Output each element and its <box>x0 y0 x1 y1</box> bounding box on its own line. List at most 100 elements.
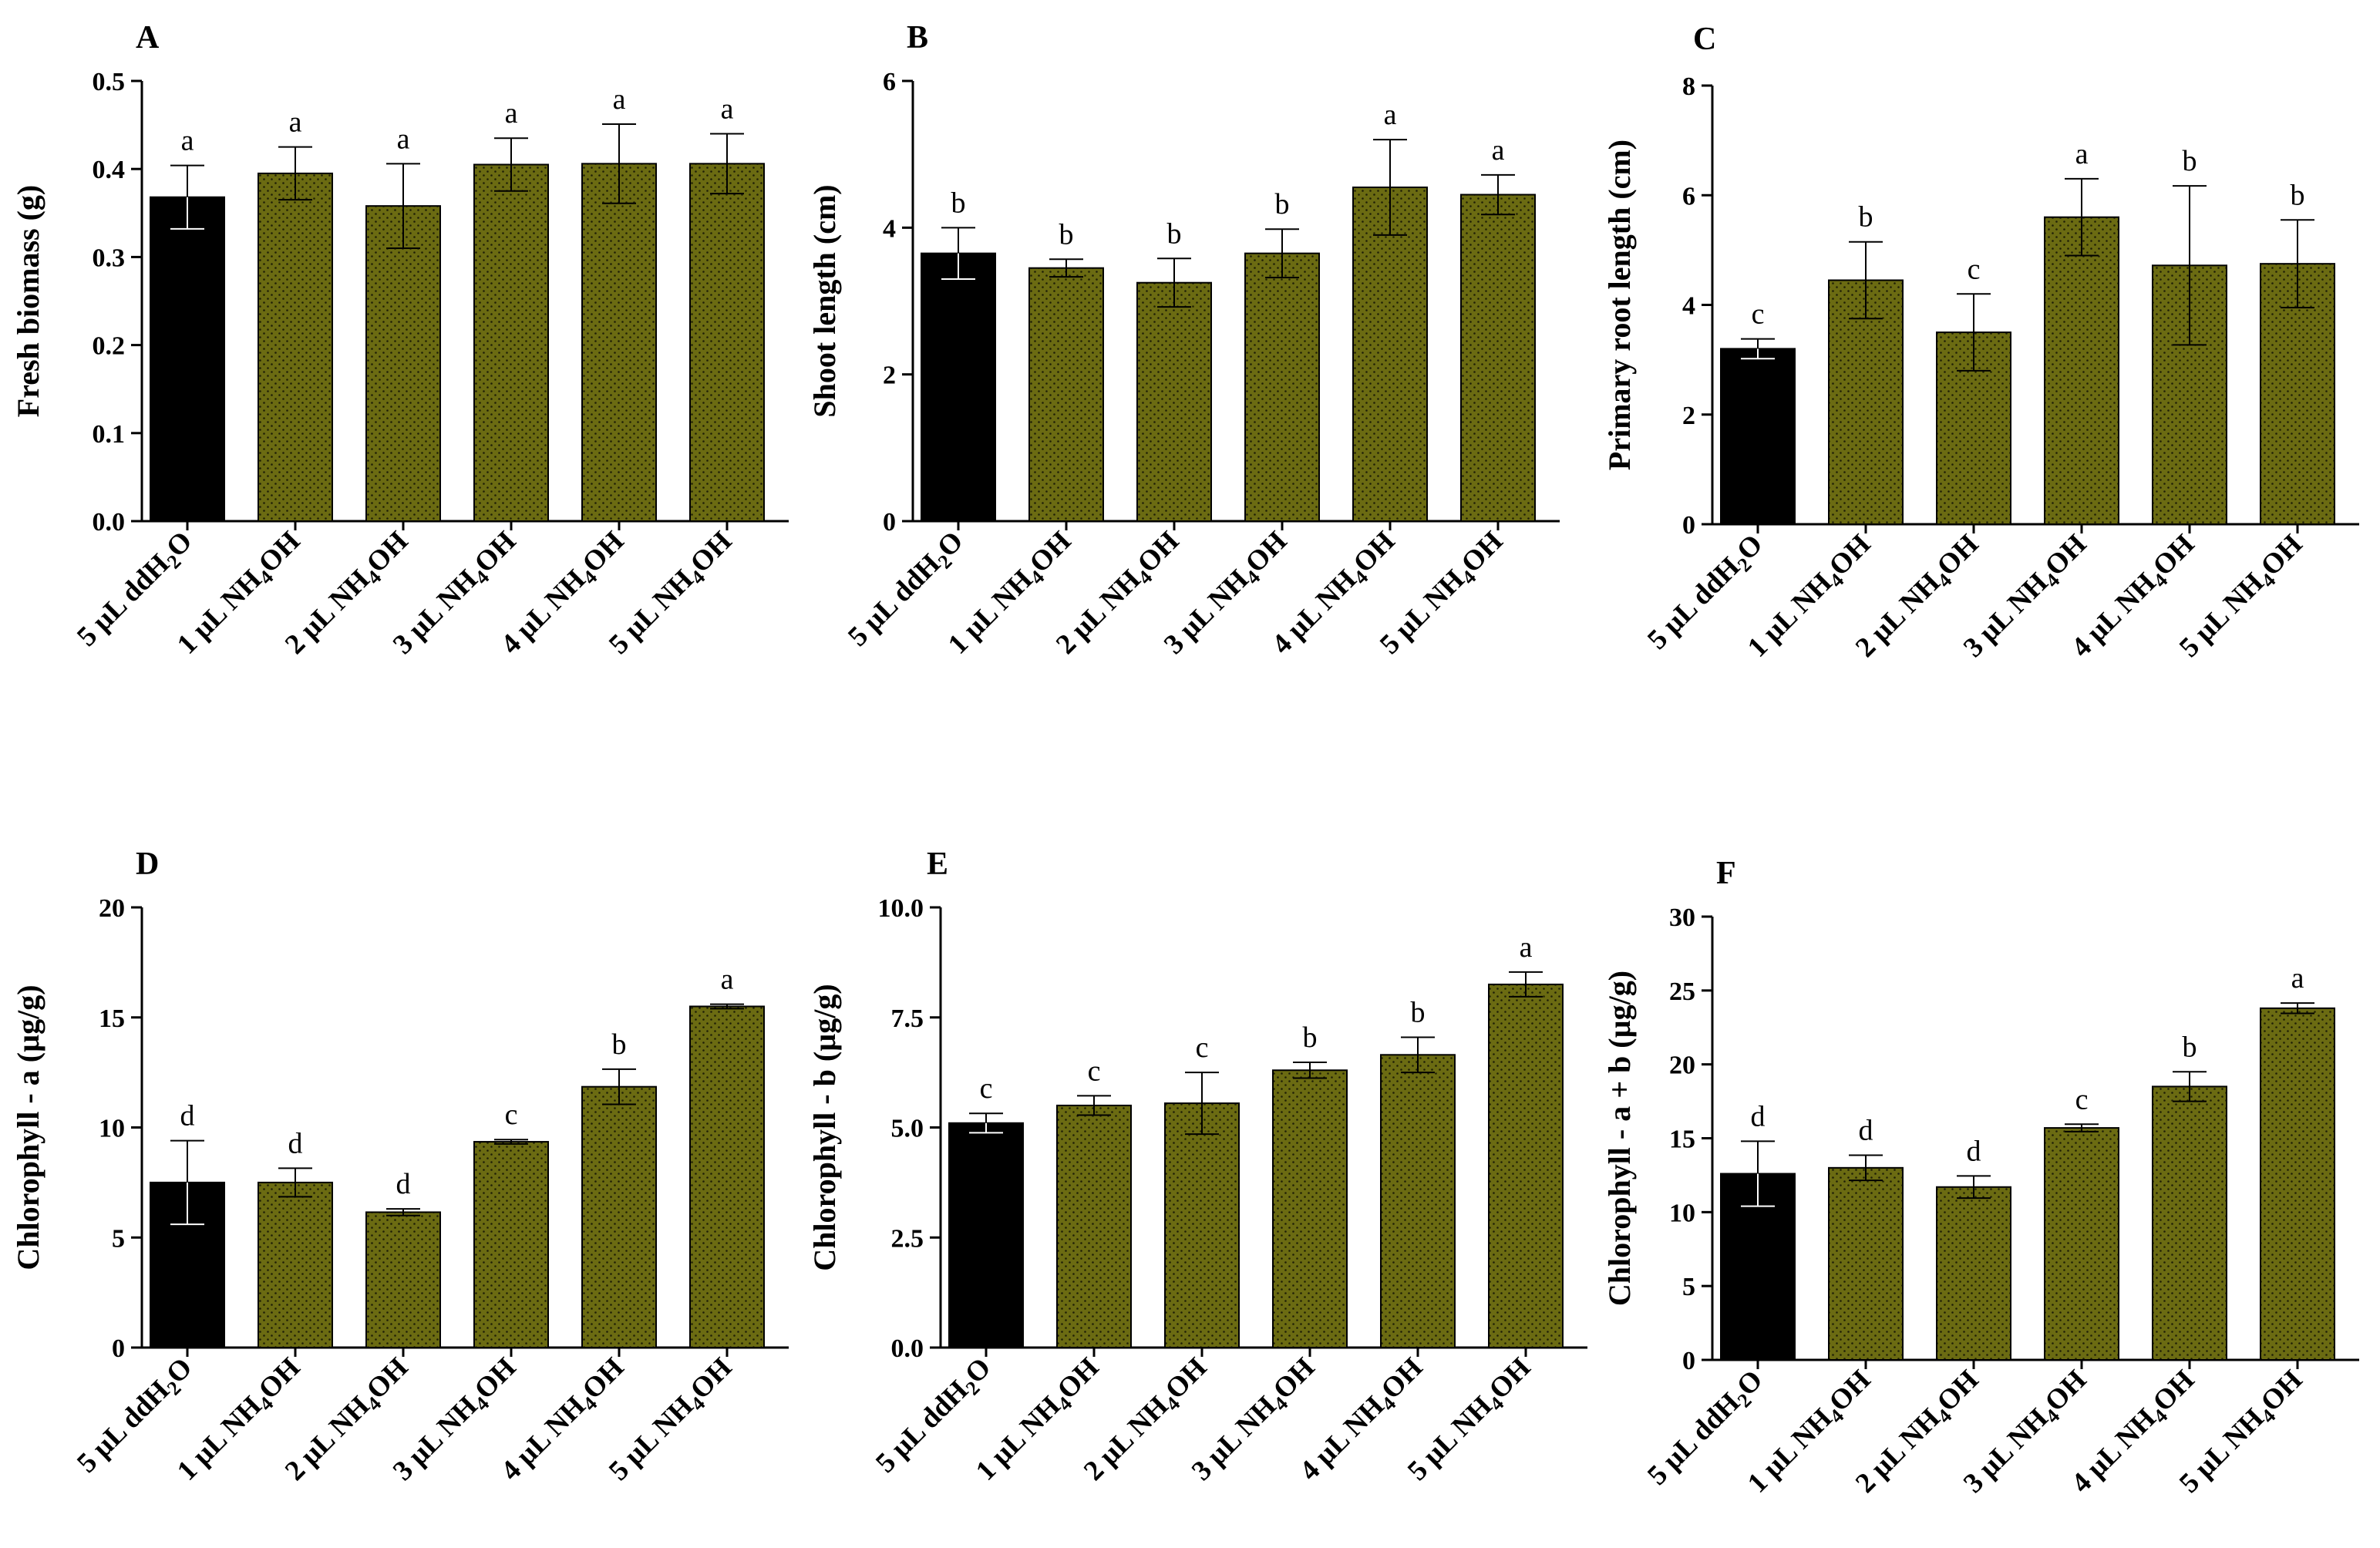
significance-letter: c <box>1968 253 1981 285</box>
y-tick-label: 6 <box>883 68 896 96</box>
y-tick-label: 0.1 <box>93 420 126 449</box>
y-tick-label: 15 <box>99 1005 125 1033</box>
y-axis-label: Chlorophyll - a + b (µg/g) <box>1602 971 1637 1306</box>
y-axis-label: Fresh biomass (g) <box>11 185 45 417</box>
y-axis-label: Shoot length (cm) <box>807 184 842 417</box>
significance-letter: c <box>980 1072 993 1105</box>
significance-letter: d <box>1751 1100 1766 1132</box>
bar <box>258 1181 333 1348</box>
significance-letter: b <box>2183 145 2197 177</box>
significance-letter: c <box>2075 1083 2089 1116</box>
bar <box>2044 1127 2119 1361</box>
bar <box>2044 216 2119 525</box>
y-tick-label: 8 <box>1682 72 1695 101</box>
panel-letter: E <box>927 846 948 882</box>
significance-letter: b <box>1303 1021 1318 1054</box>
bar <box>689 1005 765 1348</box>
significance-letter: a <box>505 97 518 130</box>
y-tick-label: 0 <box>883 508 896 537</box>
significance-letter: d <box>396 1168 411 1200</box>
y-tick-label: 0.3 <box>93 244 126 272</box>
significance-letter: d <box>288 1127 303 1159</box>
y-tick-label: 15 <box>1669 1126 1695 1154</box>
y-tick-label: 10 <box>99 1115 125 1143</box>
panel-letter: A <box>136 20 160 56</box>
y-tick-label: 4 <box>883 214 896 243</box>
y-tick-label: 4 <box>1682 292 1695 321</box>
bar <box>689 163 765 523</box>
bar <box>258 172 333 522</box>
y-tick-label: 0 <box>112 1334 125 1363</box>
y-tick-label: 25 <box>1669 978 1695 1006</box>
bar <box>1828 1166 1904 1361</box>
significance-letter: d <box>1859 1115 1873 1147</box>
significance-letter: a <box>181 125 194 157</box>
y-tick-label: 2.5 <box>891 1224 924 1253</box>
bar <box>473 1141 549 1348</box>
significance-letter: c <box>1088 1055 1101 1087</box>
y-axis-label: Primary root length (cm) <box>1602 140 1637 470</box>
y-tick-label: 0.2 <box>93 332 126 361</box>
bar <box>473 163 549 523</box>
significance-letter: b <box>951 187 966 219</box>
significance-letter: a <box>1492 134 1505 167</box>
significance-letter: d <box>1967 1135 1981 1167</box>
significance-letter: c <box>1196 1031 1209 1064</box>
significance-letter: c <box>1752 298 1765 331</box>
bar <box>1936 1186 2011 1361</box>
bar <box>1136 281 1212 522</box>
significance-letter: a <box>289 106 302 139</box>
y-tick-label: 2 <box>883 362 896 390</box>
bar <box>581 1085 657 1348</box>
panel-letter: F <box>1716 856 1736 891</box>
bar <box>365 1211 441 1348</box>
bar <box>365 205 441 522</box>
significance-letter: a <box>1520 931 1533 964</box>
significance-letter: a <box>2291 962 2304 994</box>
bar <box>2152 1085 2227 1361</box>
y-axis-label: Chlorophyll - b (µg/g) <box>807 984 842 1270</box>
panel-letter: D <box>136 846 159 882</box>
y-tick-label: 5 <box>1682 1273 1695 1301</box>
significance-letter: a <box>721 93 734 126</box>
bar <box>1380 1054 1456 1349</box>
bar <box>1164 1102 1240 1348</box>
panel-f: F Chlorophyll - a + b (µg/g) 0 5 10 15 20 25 30 d… <box>1602 856 2359 1499</box>
panel-letter: B <box>907 20 928 56</box>
significance-letter: a <box>721 964 734 996</box>
bar <box>1352 186 1428 522</box>
bar <box>1828 279 1904 525</box>
y-tick-label: 2 <box>1682 402 1695 430</box>
y-tick-label: 10 <box>1669 1199 1695 1227</box>
bar <box>1028 267 1104 522</box>
bar <box>921 252 996 522</box>
significance-letter: a <box>1384 99 1397 131</box>
y-tick-label: 20 <box>99 894 125 923</box>
significance-letter: a <box>397 123 410 155</box>
bar <box>1720 348 1796 525</box>
significance-letter: b <box>1059 218 1074 251</box>
bar <box>1272 1069 1348 1349</box>
y-tick-label: 6 <box>1682 182 1695 210</box>
y-tick-label: 5 <box>112 1224 125 1253</box>
y-tick-label: 5.0 <box>891 1115 924 1143</box>
y-tick-label: 20 <box>1669 1052 1695 1080</box>
significance-letter: c <box>505 1099 518 1131</box>
y-tick-label: 30 <box>1669 904 1695 932</box>
bar <box>948 1122 1024 1349</box>
significance-letter: a <box>613 83 626 116</box>
bar <box>1460 194 1536 522</box>
significance-letter: b <box>2183 1031 2197 1063</box>
significance-letter: a <box>2075 138 2089 170</box>
panel-e: E Chlorophyll - b (µg/g) 0.0 2.5 5.0 7.5 10.0 c… <box>807 846 1587 1487</box>
y-tick-label: 0 <box>1682 1347 1695 1375</box>
significance-letter: b <box>1411 996 1426 1028</box>
y-tick-label: 0.0 <box>93 508 126 537</box>
significance-letter: b <box>1167 217 1182 250</box>
bar <box>1488 983 1564 1349</box>
y-tick-label: 7.5 <box>891 1005 924 1033</box>
